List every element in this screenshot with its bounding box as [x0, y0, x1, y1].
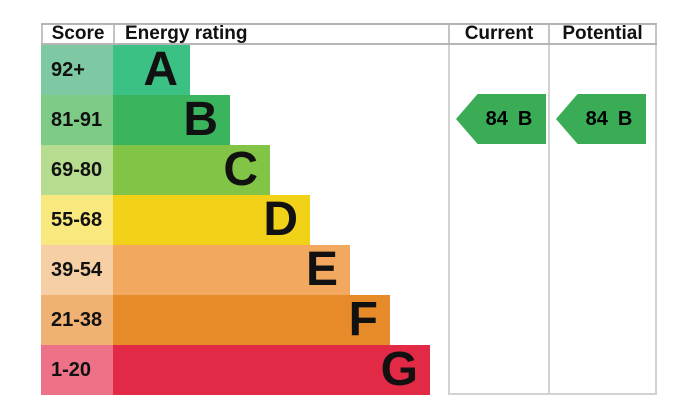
table-bottom-border [448, 393, 657, 395]
potential-rating-band: B [617, 107, 633, 130]
score-range: 81-91 [41, 95, 113, 145]
band-bar: F [113, 295, 390, 345]
band-bar: B [113, 95, 230, 145]
epc-row: 21-38 F [41, 295, 390, 345]
potential-rating-value: 84 [585, 107, 608, 130]
score-range: 92+ [41, 45, 113, 95]
header-score: Score [41, 24, 113, 43]
header-energy-rating: Energy rating [113, 24, 448, 43]
band-bar: G [113, 345, 430, 395]
band-bar: A [113, 45, 190, 95]
score-range: 21-38 [41, 295, 113, 345]
band-bar: E [113, 245, 350, 295]
header-potential: Potential [548, 24, 657, 43]
epc-row: 39-54 E [41, 245, 350, 295]
band-bar: C [113, 145, 270, 195]
epc-row: 81-91 B [41, 95, 230, 145]
epc-row: 55-68 D [41, 195, 310, 245]
band-letter: F [348, 293, 378, 346]
column-divider [548, 45, 550, 394]
epc-row: 69-80 C [41, 145, 270, 195]
band-letter: C [223, 143, 258, 196]
score-range: 69-80 [41, 145, 113, 195]
potential-rating-arrow: 84 B [556, 94, 646, 144]
score-range: 55-68 [41, 195, 113, 245]
column-divider [448, 45, 450, 394]
current-rating-value: 84 [485, 107, 508, 130]
current-rating-band: B [517, 107, 533, 130]
header-current: Current [448, 24, 548, 43]
score-range: 39-54 [41, 245, 113, 295]
band-letter: D [263, 193, 298, 246]
band-letter: G [380, 343, 418, 396]
epc-row: 92+ A [41, 45, 190, 95]
band-bar: D [113, 195, 310, 245]
band-letter: E [305, 243, 338, 296]
band-letter: B [183, 93, 218, 146]
epc-row: 1-20 G [41, 345, 430, 395]
current-rating-arrow: 84 B [456, 94, 546, 144]
table-right-border [655, 45, 657, 394]
score-range: 1-20 [41, 345, 113, 395]
band-letter: A [143, 43, 178, 96]
table-header: Score Energy rating Current Potential [41, 23, 657, 45]
